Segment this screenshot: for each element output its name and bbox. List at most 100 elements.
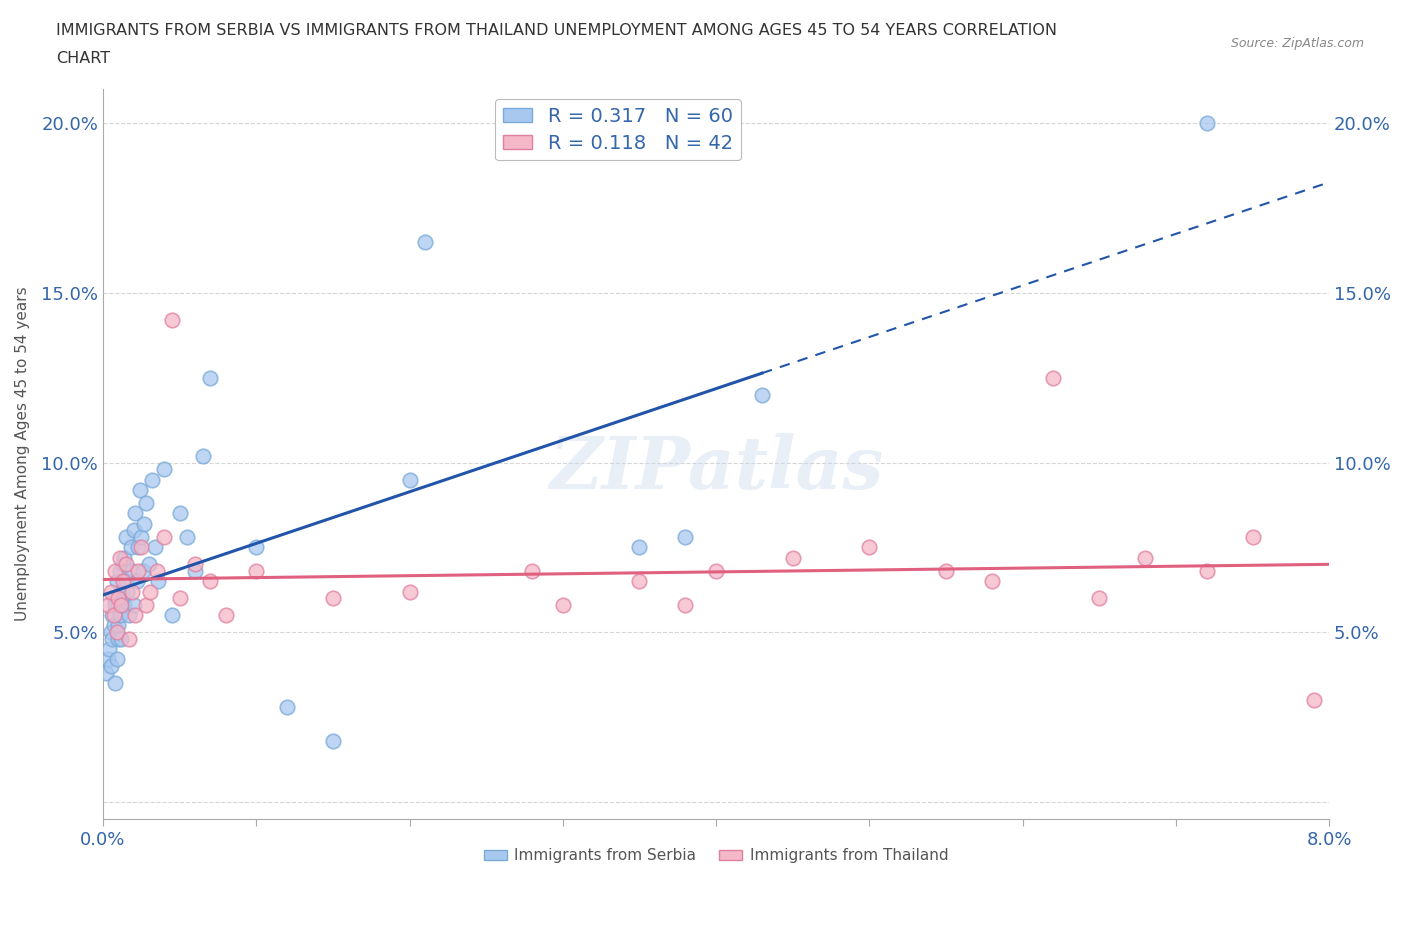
Point [107,598,129,613]
Point [112,598,135,613]
Point [322,591,344,605]
Point [124,608,146,623]
Point [200,370,222,385]
Point [115,574,138,589]
Point [107,631,129,646]
Point [107,591,129,605]
Point [398,472,420,487]
Point [104,676,127,691]
Point [176,530,198,545]
Legend: Immigrants from Serbia, Immigrants from Thailand: Immigrants from Serbia, Immigrants from … [478,843,955,870]
Point [122,523,145,538]
Point [160,312,183,327]
Point [135,598,157,613]
Point [128,483,150,498]
Point [146,574,169,589]
Point [153,530,176,545]
Point [1302,693,1324,708]
Point [673,530,696,545]
Point [103,591,125,605]
Point [1241,530,1264,545]
Point [110,631,132,646]
Point [97,652,120,667]
Point [129,540,152,555]
Point [111,574,134,589]
Point [118,631,141,646]
Point [245,540,267,555]
Point [145,564,167,578]
Point [129,530,152,545]
Point [132,564,155,578]
Point [103,608,125,623]
Point [127,564,149,578]
Point [108,608,131,623]
Point [111,557,134,572]
Point [551,598,574,613]
Point [111,591,134,605]
Point [143,540,166,555]
Point [121,584,143,599]
Point [191,448,214,463]
Point [782,551,804,565]
Text: ZIPatlas: ZIPatlas [548,433,883,504]
Point [110,598,132,613]
Point [322,734,344,749]
Text: CHART: CHART [56,51,110,66]
Point [122,598,145,613]
Point [120,540,142,555]
Point [141,472,163,487]
Point [1195,116,1218,131]
Point [104,598,127,613]
Point [135,496,157,511]
Point [97,598,120,613]
Point [134,516,156,531]
Point [398,584,420,599]
Point [118,608,141,623]
Point [110,584,132,599]
Point [107,618,129,633]
Point [125,574,148,589]
Point [127,540,149,555]
Point [94,666,117,681]
Point [101,631,124,646]
Point [160,608,183,623]
Point [704,564,727,578]
Point [1135,551,1157,565]
Point [935,564,957,578]
Text: IMMIGRANTS FROM SERBIA VS IMMIGRANTS FROM THAILAND UNEMPLOYMENT AMONG AGES 45 TO: IMMIGRANTS FROM SERBIA VS IMMIGRANTS FRO… [56,23,1057,38]
Point [115,530,138,545]
Point [184,564,207,578]
Point [104,564,127,578]
Point [121,564,143,578]
Point [101,608,124,623]
Point [1195,564,1218,578]
Point [112,551,135,565]
Point [169,591,191,605]
Point [117,584,139,599]
Point [673,598,696,613]
Point [124,506,146,521]
Point [413,234,436,249]
Point [200,574,222,589]
Point [100,658,122,673]
Point [1088,591,1111,605]
Point [169,506,191,521]
Point [138,557,160,572]
Text: Source: ZipAtlas.com: Source: ZipAtlas.com [1230,37,1364,50]
Point [981,574,1004,589]
Point [115,557,138,572]
Point [628,540,651,555]
Point [520,564,543,578]
Point [105,652,128,667]
Point [139,584,162,599]
Point [108,564,131,578]
Point [103,618,125,633]
Point [628,574,651,589]
Point [751,387,773,402]
Point [105,574,128,589]
Point [105,625,128,640]
Point [858,540,880,555]
Y-axis label: Unemployment Among Ages 45 to 54 years: Unemployment Among Ages 45 to 54 years [15,286,30,621]
Point [245,564,267,578]
Point [98,642,121,657]
